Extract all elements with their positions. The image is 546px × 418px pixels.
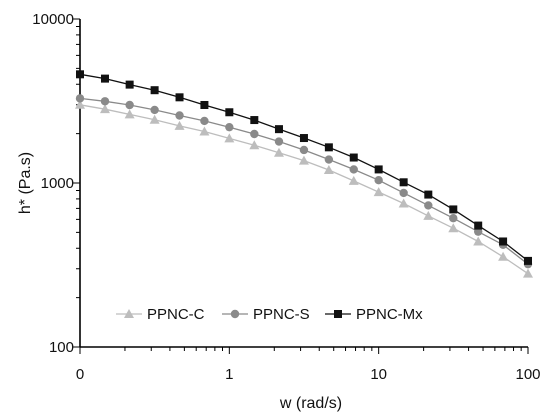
data-point-ppnc-c xyxy=(124,109,135,119)
data-point-ppnc-c xyxy=(473,236,484,246)
data-point-ppnc-mx xyxy=(76,70,84,79)
data-point-ppnc-s xyxy=(175,111,184,120)
data-point-ppnc-mx xyxy=(100,74,109,83)
x-tick-label: 100 xyxy=(515,366,540,383)
data-point-ppnc-c xyxy=(373,187,384,197)
data-point-ppnc-c xyxy=(174,120,185,130)
y-tick-label: 100 xyxy=(49,339,74,356)
data-point-ppnc-mx xyxy=(449,205,458,214)
legend-marker-ppnc-c xyxy=(124,309,134,318)
data-point-ppnc-s xyxy=(150,105,159,115)
data-point-ppnc-c xyxy=(423,210,434,220)
y-axis-label: h* (Pa.s) xyxy=(17,152,34,214)
data-point-ppnc-c xyxy=(273,147,284,157)
data-point-ppnc-mx xyxy=(274,125,283,134)
data-point-ppnc-c xyxy=(498,251,509,261)
data-point-ppnc-s xyxy=(399,188,408,198)
data-point-ppnc-mx xyxy=(424,190,433,199)
data-point-ppnc-mx xyxy=(125,80,134,89)
data-point-ppnc-s xyxy=(200,116,209,126)
legend-item-ppnc-s: PPNC-S xyxy=(222,306,310,323)
data-point-ppnc-c xyxy=(298,155,309,165)
y-tick-label: 10000 xyxy=(32,11,74,28)
data-point-ppnc-c xyxy=(75,99,85,109)
legend-label-ppnc-c: PPNC-C xyxy=(147,306,205,323)
legend-item-ppnc-mx: PPNC-Mx xyxy=(325,306,423,323)
data-point-ppnc-s xyxy=(225,122,234,132)
series-ppnc-mx xyxy=(76,70,532,265)
data-point-ppnc-s xyxy=(125,100,134,110)
data-point-ppnc-c xyxy=(199,126,210,136)
data-point-ppnc-c xyxy=(348,175,359,185)
legend-label-ppnc-s: PPNC-S xyxy=(253,306,310,323)
series-line-ppnc-s xyxy=(79,97,529,265)
data-point-ppnc-c xyxy=(448,223,459,233)
series-line-ppnc-c xyxy=(79,104,529,275)
data-point-ppnc-s xyxy=(449,214,458,223)
data-point-ppnc-c xyxy=(398,198,409,208)
x-axis-label: w (rad/s) xyxy=(279,395,342,412)
x-tick-label: 1 xyxy=(225,366,233,383)
legend-label-ppnc-mx: PPNC-Mx xyxy=(356,306,423,323)
data-point-ppnc-s xyxy=(274,137,284,146)
x-tick-label: 0 xyxy=(76,366,84,383)
legend-item-ppnc-c: PPNC-C xyxy=(116,306,205,323)
x-tick-label: 10 xyxy=(370,366,387,383)
data-point-ppnc-mx xyxy=(175,93,184,102)
data-point-ppnc-mx xyxy=(250,116,259,125)
data-point-ppnc-c xyxy=(523,268,533,278)
y-tick-label: 1000 xyxy=(41,175,74,192)
data-point-ppnc-mx xyxy=(200,100,209,109)
data-point-ppnc-mx xyxy=(324,143,333,152)
series-ppnc-s xyxy=(75,94,533,269)
data-point-ppnc-mx xyxy=(399,178,408,187)
data-point-ppnc-s xyxy=(349,165,358,174)
data-point-ppnc-s xyxy=(299,145,309,155)
data-point-ppnc-mx xyxy=(524,256,532,265)
data-point-ppnc-mx xyxy=(499,237,508,246)
legend-marker-ppnc-s xyxy=(230,309,240,319)
data-point-ppnc-s xyxy=(424,201,433,210)
data-point-ppnc-s xyxy=(324,155,334,164)
data-point-ppnc-c xyxy=(149,114,160,124)
data-point-ppnc-c xyxy=(224,133,235,143)
data-point-ppnc-mx xyxy=(349,153,358,162)
legend: PPNC-C PPNC-S PPNC-Mx xyxy=(116,306,423,323)
series-layer xyxy=(75,70,533,278)
axes: 100 1000 10000 0 1 10 100 xyxy=(32,11,540,383)
data-point-ppnc-c xyxy=(323,165,334,175)
data-point-ppnc-mx xyxy=(150,86,159,95)
series-ppnc-c xyxy=(75,99,533,278)
data-point-ppnc-c xyxy=(249,140,260,150)
data-point-ppnc-c xyxy=(99,104,110,114)
data-point-ppnc-mx xyxy=(374,165,383,174)
data-point-ppnc-mx xyxy=(225,108,234,117)
data-point-ppnc-mx xyxy=(474,221,483,230)
data-point-ppnc-mx xyxy=(299,134,308,143)
data-point-ppnc-s xyxy=(75,94,85,103)
data-point-ppnc-s xyxy=(374,176,383,185)
legend-marker-ppnc-mx xyxy=(334,310,342,318)
data-point-ppnc-s xyxy=(100,97,110,106)
data-point-ppnc-s xyxy=(250,129,259,139)
